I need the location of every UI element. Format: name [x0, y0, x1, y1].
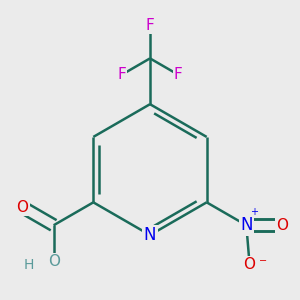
- Text: F: F: [174, 67, 183, 82]
- Text: O: O: [276, 218, 288, 233]
- Text: N: N: [144, 226, 156, 244]
- Text: +: +: [250, 207, 259, 217]
- Text: N: N: [240, 216, 253, 234]
- Text: H: H: [24, 257, 34, 272]
- Text: O: O: [244, 257, 256, 272]
- Text: O: O: [16, 200, 28, 215]
- Text: −: −: [259, 256, 267, 266]
- Text: F: F: [117, 67, 126, 82]
- Text: O: O: [48, 254, 60, 269]
- Text: F: F: [146, 18, 154, 33]
